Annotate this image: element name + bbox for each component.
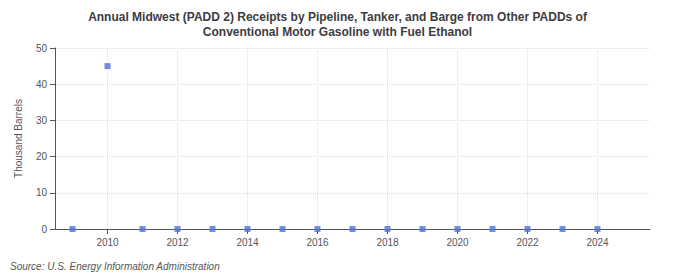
svg-text:Conventional Motor Gasoline wi: Conventional Motor Gasoline with Fuel Et…: [203, 25, 472, 39]
svg-text:2014: 2014: [236, 237, 259, 248]
svg-text:2024: 2024: [586, 237, 609, 248]
svg-text:2010: 2010: [96, 237, 119, 248]
svg-text:0: 0: [41, 224, 47, 235]
svg-text:10: 10: [36, 187, 48, 198]
svg-text:30: 30: [36, 115, 48, 126]
svg-text:20: 20: [36, 151, 48, 162]
svg-text:Source: U.S. Energy Informatio: Source: U.S. Energy Information Administ…: [10, 261, 220, 272]
svg-text:2018: 2018: [376, 237, 399, 248]
svg-text:Thousand Barrels: Thousand Barrels: [13, 99, 24, 178]
svg-text:2020: 2020: [446, 237, 469, 248]
svg-text:40: 40: [36, 79, 48, 90]
svg-text:Annual Midwest (PADD 2) Receip: Annual Midwest (PADD 2) Receipts by Pipe…: [88, 10, 588, 24]
svg-text:50: 50: [36, 43, 48, 54]
svg-text:2016: 2016: [306, 237, 329, 248]
svg-text:2022: 2022: [516, 237, 539, 248]
svg-text:2012: 2012: [166, 237, 189, 248]
